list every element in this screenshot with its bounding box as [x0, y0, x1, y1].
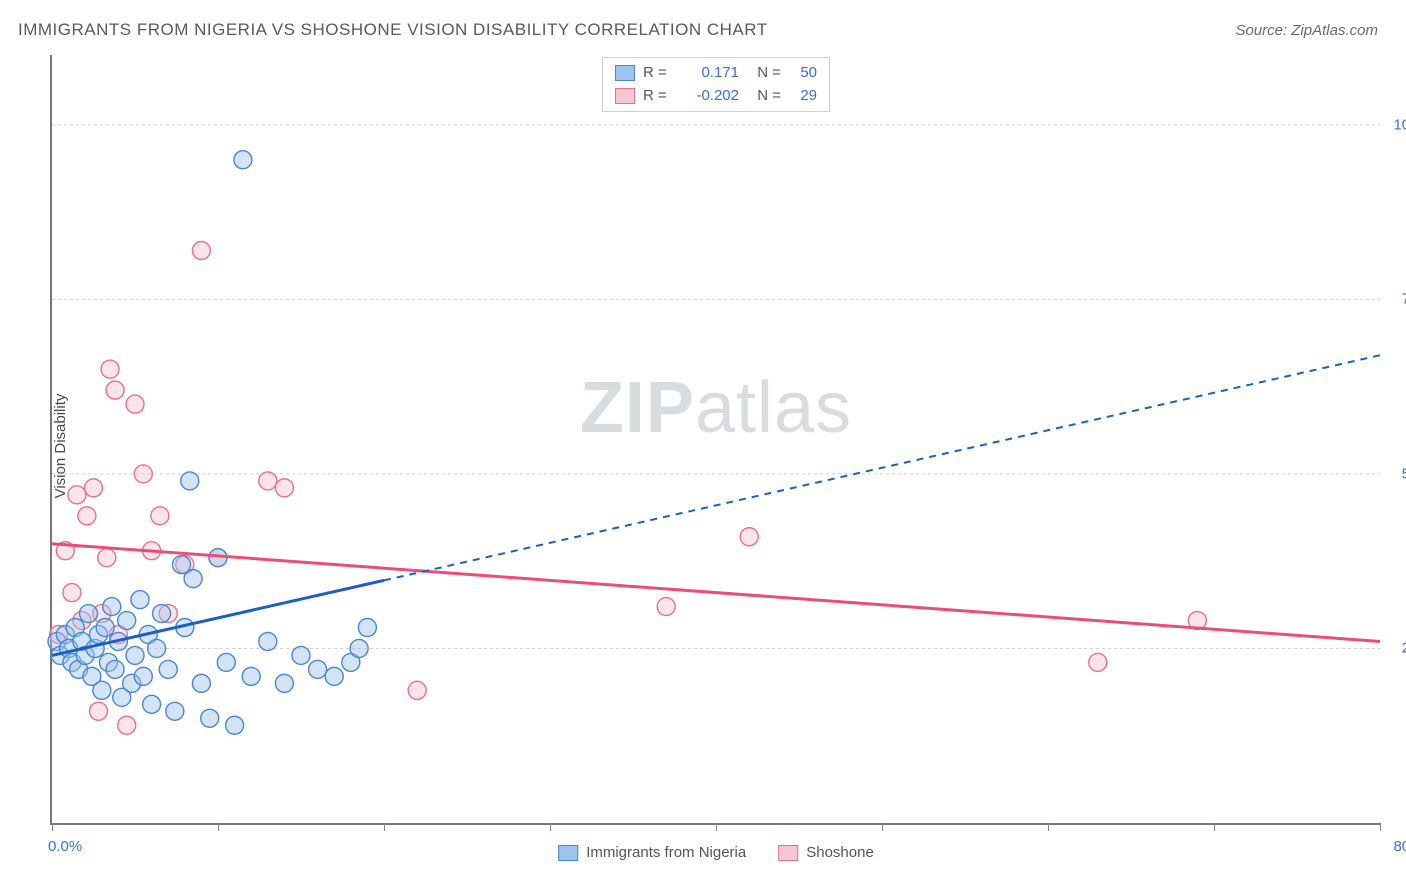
scatter-point — [118, 612, 136, 630]
scatter-point — [1089, 653, 1107, 671]
x-tick — [218, 823, 219, 831]
x-tick-label-max: 80.0% — [1393, 838, 1406, 855]
scatter-point — [134, 667, 152, 685]
scatter-point — [201, 709, 219, 727]
scatter-point — [292, 646, 310, 664]
x-tick — [550, 823, 551, 831]
scatter-point — [242, 667, 260, 685]
swatch-nigeria-icon — [558, 845, 578, 861]
swatch-shoshone-icon — [615, 88, 635, 104]
scatter-point — [106, 381, 124, 399]
scatter-point — [184, 570, 202, 588]
scatter-point — [143, 695, 161, 713]
series-legend: Immigrants from Nigeria Shoshone — [558, 844, 874, 861]
scatter-point — [101, 360, 119, 378]
scatter-point — [118, 716, 136, 734]
plot-area: ZIPatlas 2.5%5.0%7.5%10.0% 0.0% 80.0% R … — [50, 55, 1380, 825]
trend-lines — [52, 355, 1380, 655]
scatter-point — [275, 674, 293, 692]
scatter-point — [85, 479, 103, 497]
x-tick — [384, 823, 385, 831]
trend-line — [52, 544, 1380, 642]
scatter-point — [153, 605, 171, 623]
scatter-point — [259, 472, 277, 490]
series-legend-label-shoshone: Shoshone — [806, 844, 874, 861]
n-value-nigeria: 50 — [789, 62, 817, 85]
chart-title: IMMIGRANTS FROM NIGERIA VS SHOSHONE VISI… — [18, 20, 768, 40]
scatter-svg — [52, 55, 1380, 823]
y-tick-label: 7.5% — [1386, 291, 1406, 308]
scatter-point — [68, 486, 86, 504]
x-tick — [1214, 823, 1215, 831]
scatter-point — [657, 598, 675, 616]
series-legend-item-shoshone: Shoshone — [778, 844, 874, 861]
scatter-point — [78, 507, 96, 525]
n-label: N = — [747, 62, 781, 85]
scatter-point — [93, 681, 111, 699]
x-tick — [52, 823, 53, 831]
scatter-point — [166, 702, 184, 720]
scatter-point — [89, 702, 107, 720]
scatter-point — [350, 639, 368, 657]
correlation-legend-row-shoshone: R = -0.202 N = 29 — [615, 85, 817, 108]
scatter-point — [740, 528, 758, 546]
scatter-point — [192, 241, 210, 259]
swatch-nigeria-icon — [615, 65, 635, 81]
scatter-point — [217, 653, 235, 671]
swatch-shoshone-icon — [778, 845, 798, 861]
scatter-point — [259, 632, 277, 650]
x-tick — [1380, 823, 1381, 831]
x-tick-label-min: 0.0% — [48, 838, 82, 855]
correlation-legend: R = 0.171 N = 50 R = -0.202 N = 29 — [602, 57, 830, 112]
n-label: N = — [747, 85, 781, 108]
scatter-point — [325, 667, 343, 685]
y-tick-label: 5.0% — [1386, 465, 1406, 482]
scatter-point — [134, 465, 152, 483]
scatter-point — [226, 716, 244, 734]
y-tick-label: 2.5% — [1386, 640, 1406, 657]
scatter-point — [80, 605, 98, 623]
scatter-point — [275, 479, 293, 497]
r-label: R = — [643, 62, 673, 85]
source-credit: Source: ZipAtlas.com — [1235, 22, 1378, 39]
series-legend-label-nigeria: Immigrants from Nigeria — [586, 844, 746, 861]
correlation-legend-row-nigeria: R = 0.171 N = 50 — [615, 62, 817, 85]
scatter-point — [103, 598, 121, 616]
scatter-point — [234, 151, 252, 169]
r-value-nigeria: 0.171 — [681, 62, 739, 85]
scatter-point — [148, 639, 166, 657]
scatter-point — [96, 619, 114, 637]
scatter-point — [192, 674, 210, 692]
scatter-point — [106, 660, 124, 678]
scatter-point — [126, 395, 144, 413]
scatter-point — [126, 646, 144, 664]
scatter-point — [159, 660, 177, 678]
scatter-point — [98, 549, 116, 567]
x-tick — [882, 823, 883, 831]
gridlines — [52, 125, 1380, 649]
r-label: R = — [643, 85, 673, 108]
x-tick — [1048, 823, 1049, 831]
r-value-shoshone: -0.202 — [681, 85, 739, 108]
x-tick — [716, 823, 717, 831]
n-value-shoshone: 29 — [789, 85, 817, 108]
trend-line-dashed — [384, 355, 1380, 580]
scatter-point — [181, 472, 199, 490]
scatter-point — [358, 619, 376, 637]
scatter-point — [408, 681, 426, 699]
scatter-point — [131, 591, 149, 609]
series-legend-item-nigeria: Immigrants from Nigeria — [558, 844, 746, 861]
scatter-point — [309, 660, 327, 678]
scatter-point — [63, 584, 81, 602]
y-tick-label: 10.0% — [1386, 116, 1406, 133]
scatter-point — [151, 507, 169, 525]
